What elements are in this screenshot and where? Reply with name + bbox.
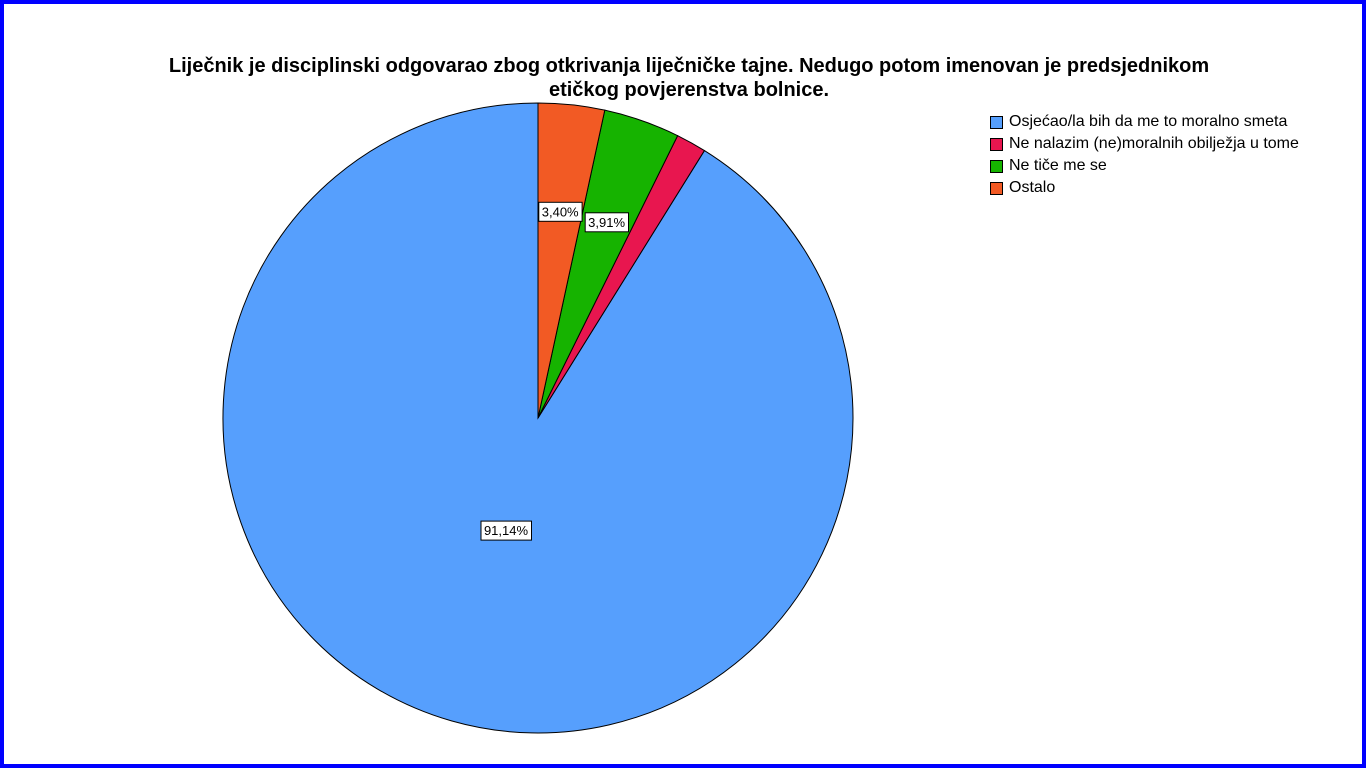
data-label-text-4: 3,40% [542,204,579,219]
data-label-box-4 [538,201,583,222]
data-label-text-1: 91,14% [484,523,529,538]
data-label-4: 3,40% [538,201,583,222]
data-label-1: 91,14% [480,520,532,541]
legend-label-4: Ostalo [1009,179,1056,196]
legend-label-1: Osjećao/la bih da me to moralno smeta [1009,113,1288,130]
legend-swatch-4 [990,182,1003,195]
pie-chart: 91,14% 3,91% 3,40% [222,102,854,734]
legend-item-4: Ostalo [990,180,1310,196]
legend-swatch-3 [990,160,1003,173]
data-label-box-1 [480,520,532,541]
pie-slice-4 [537,102,606,419]
chart-title: Liječnik je disciplinski odgovarao zbog … [168,55,1210,101]
legend-label-3: Ne tiče me se [1009,157,1107,174]
legend-label-2: Ne nalazim (ne)moralnih obilježja u tome [1009,135,1299,152]
data-label-3: 3,91% [584,212,630,233]
legend-swatch-1 [990,116,1003,129]
legend-item-1: Osjećao/la bih da me to moralno smeta [990,114,1310,130]
legend-item-2: Ne nalazim (ne)moralnih obilježja u tome [990,136,1310,152]
data-label-text-3: 3,91% [588,215,625,230]
data-label-box-3 [584,212,630,233]
legend-item-3: Ne tiče me se [990,158,1310,174]
legend-swatch-2 [990,138,1003,151]
legend: Osjećao/la bih da me to moralno smeta Ne… [990,114,1310,202]
